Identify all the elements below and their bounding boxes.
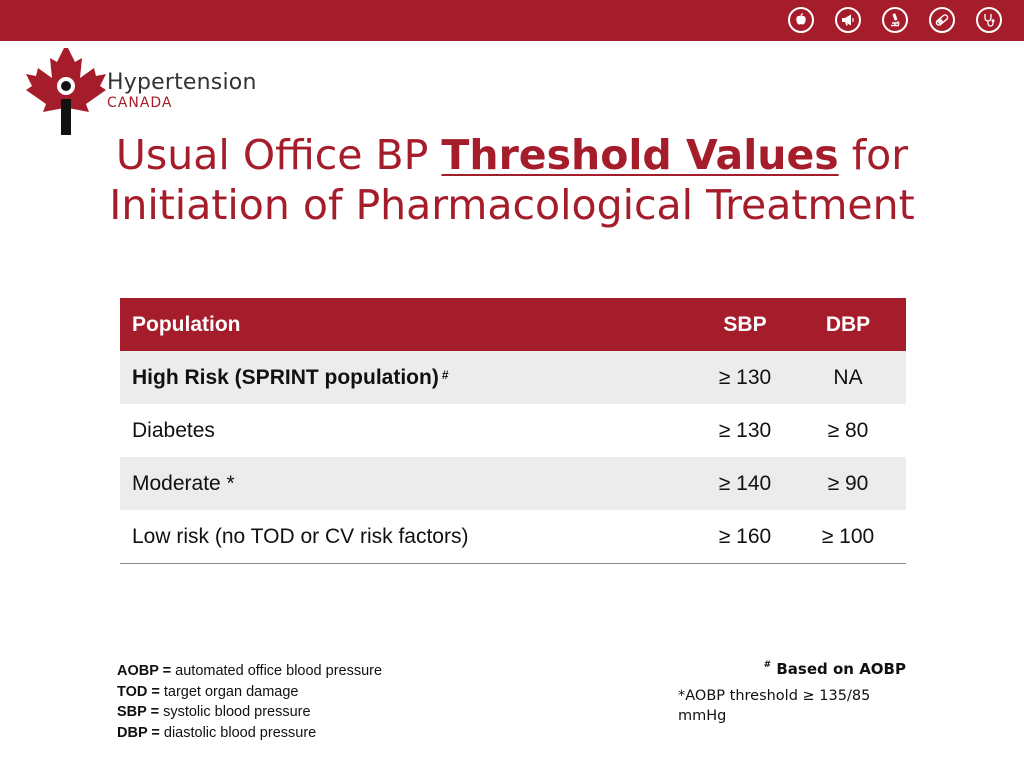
row-sbp: ≥ 140 xyxy=(718,471,772,495)
table-row: Low risk (no TOD or CV risk factors) ≥ 1… xyxy=(120,510,906,564)
logo-text-hypertension: Hypertension xyxy=(107,70,257,95)
legend-abbr: SBP = xyxy=(117,704,160,720)
footnote-marker: # xyxy=(763,660,772,670)
maple-leaf-logo-icon xyxy=(26,48,106,135)
stethoscope-icon[interactable] xyxy=(976,7,1002,33)
title-highlight: Threshold Values xyxy=(441,131,839,179)
header-population: Population xyxy=(132,312,241,336)
row-dbp: NA xyxy=(833,365,863,389)
threshold-table: Population SBP DBP High Risk (SPRINT pop… xyxy=(120,298,906,564)
row-population: High Risk (SPRINT population) # xyxy=(120,351,700,404)
page-title: Usual Office BP Threshold Values for Ini… xyxy=(0,130,1024,230)
row-population: Moderate * xyxy=(132,471,235,495)
legend-abbr: TOD = xyxy=(117,683,160,700)
legend-abbr: DBP = xyxy=(117,724,160,741)
legend-text: automated office blood pressure xyxy=(171,663,383,679)
table-row: Moderate * ≥ 140 ≥ 90 xyxy=(120,457,906,510)
row-sbp: ≥ 160 xyxy=(700,510,790,564)
row-population: Low risk (no TOD or CV risk factors) xyxy=(120,510,700,564)
legend-text: systolic blood pressure xyxy=(159,704,311,720)
title-part1: Usual Office BP xyxy=(115,131,442,179)
title-line2: Initiation of Pharmacological Treatment xyxy=(109,181,915,229)
header-sbp: SBP xyxy=(723,312,767,336)
header-bar xyxy=(0,0,1024,41)
title-part2: for xyxy=(838,131,909,179)
aobp-threshold-note: *AOBP threshold ≥ 135/85 mmHg xyxy=(678,688,871,724)
abbreviation-legend: AOBP = automated office blood pressure T… xyxy=(117,661,382,743)
table-header-row: Population SBP DBP xyxy=(120,298,906,351)
legend-item: AOBP = automated office blood pressure xyxy=(117,661,382,682)
legend-item: DBP = diastolic blood pressure xyxy=(117,723,382,744)
row-sbp: ≥ 130 xyxy=(718,418,772,442)
table-row: High Risk (SPRINT population) # ≥ 130 NA xyxy=(120,351,906,404)
hypertension-canada-logo: Hypertension CANADA xyxy=(24,46,274,138)
footnote-marker: # xyxy=(441,367,449,382)
megaphone-icon[interactable] xyxy=(835,7,861,33)
row-dbp: ≥ 80 xyxy=(827,418,869,442)
logo-text-canada: CANADA xyxy=(107,95,173,111)
row-dbp: ≥ 100 xyxy=(790,510,906,564)
based-on-aobp-note: # Based on AOBP xyxy=(678,660,906,678)
footnotes: # Based on AOBP *AOBP threshold ≥ 135/85… xyxy=(678,660,906,726)
row-population: Diabetes xyxy=(132,418,215,442)
microscope-icon[interactable] xyxy=(882,7,908,33)
header-icon-group xyxy=(788,7,1002,33)
legend-abbr: AOBP = xyxy=(117,663,172,679)
based-on-text: Based on AOBP xyxy=(771,660,906,678)
row-population-text: High Risk (SPRINT population) xyxy=(132,365,439,389)
table-row: Diabetes ≥ 130 ≥ 80 xyxy=(120,404,906,457)
row-dbp: ≥ 90 xyxy=(827,471,869,495)
row-sbp: ≥ 130 xyxy=(718,365,772,389)
apple-icon[interactable] xyxy=(788,7,814,33)
pill-icon[interactable] xyxy=(929,7,955,33)
legend-item: SBP = systolic blood pressure xyxy=(117,702,382,723)
legend-text: target organ damage xyxy=(159,683,299,700)
legend-text: diastolic blood pressure xyxy=(159,724,317,741)
legend-item: TOD = target organ damage xyxy=(117,682,382,703)
header-dbp: DBP xyxy=(825,312,871,336)
